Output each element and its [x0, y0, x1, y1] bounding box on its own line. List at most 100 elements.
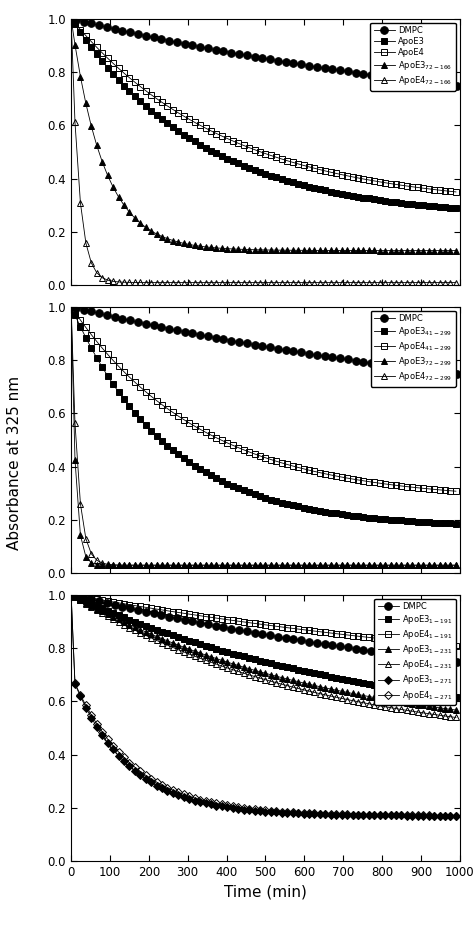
DMPC: [446, 80, 452, 91]
ApoE4: [197, 119, 203, 131]
DMPC: [345, 66, 351, 77]
ApoE4: [121, 68, 127, 79]
ApoE3$_{41-299}$: [311, 504, 317, 515]
ApoE4$_{1-271}$: [284, 807, 290, 818]
DMPC: [182, 38, 187, 49]
ApoE4: [311, 163, 317, 174]
ApoE4$_{1-271}$: [453, 810, 459, 821]
DMPC: [151, 31, 156, 43]
ApoE3$_{1-191}$: [68, 589, 74, 600]
ApoE3$_{1-271}$: [328, 809, 334, 820]
Line: ApoE3$_{72-166}$: ApoE3$_{72-166}$: [68, 16, 459, 254]
ApoE4$_{1-271}$: [328, 808, 334, 820]
ApoE3: [311, 182, 317, 194]
ApoE3$_{72-299}$: [197, 559, 203, 570]
ApoE3$_{1-271}$: [311, 808, 317, 820]
ApoE3$_{1-191}$: [197, 639, 203, 650]
Legend: DMPC, ApoE3$_{41-299}$, ApoE4$_{41-299}$, ApoE3$_{72-299}$, ApoE4$_{72-299}$: DMPC, ApoE3$_{41-299}$, ApoE4$_{41-299}$…: [371, 311, 456, 387]
DMPC: [68, 301, 74, 312]
DMPC: [190, 328, 195, 339]
ApoE4$_{72-166}$: [328, 277, 334, 288]
ApoE3$_{72-166}$: [121, 200, 127, 211]
ApoE4$_{72-299}$: [311, 559, 317, 570]
ApoE4$_{1-271}$: [121, 752, 127, 763]
ApoE3$_{1-271}$: [284, 807, 290, 819]
ApoE3: [197, 139, 203, 150]
ApoE3$_{72-166}$: [453, 245, 459, 257]
ApoE4$_{1-231}$: [328, 691, 334, 702]
ApoE3$_{41-299}$: [121, 394, 127, 405]
ApoE3: [121, 80, 127, 91]
ApoE4$_{1-271}$: [159, 780, 165, 791]
ApoE4$_{1-231}$: [284, 680, 290, 691]
ApoE3$_{1-191}$: [159, 626, 165, 637]
ApoE4: [284, 156, 290, 167]
ApoE3$_{1-231}$: [453, 705, 459, 716]
ApoE4$_{72-166}$: [159, 277, 165, 288]
ApoE3$_{72-299}$: [317, 559, 323, 570]
ApoE3$_{1-271}$: [121, 756, 127, 767]
ApoE4$_{72-166}$: [121, 277, 127, 288]
ApoE3: [159, 114, 165, 125]
ApoE4$_{41-299}$: [121, 366, 127, 377]
ApoE3$_{41-299}$: [453, 518, 459, 529]
ApoE4$_{72-299}$: [328, 559, 334, 570]
Line: DMPC: DMPC: [67, 591, 460, 666]
ApoE4$_{41-299}$: [159, 399, 165, 410]
ApoE3$_{41-299}$: [197, 464, 203, 475]
ApoE4$_{41-299}$: [284, 459, 290, 470]
ApoE4$_{41-299}$: [68, 301, 74, 312]
ApoE4: [68, 13, 74, 24]
Text: C: C: [434, 603, 446, 620]
ApoE3$_{72-166}$: [311, 244, 317, 256]
ApoE4$_{41-299}$: [328, 469, 334, 481]
DMPC: [68, 13, 74, 24]
DMPC: [322, 350, 328, 361]
ApoE3$_{72-299}$: [453, 559, 459, 570]
DMPC: [68, 589, 74, 600]
ApoE3$_{41-299}$: [284, 498, 290, 509]
ApoE3$_{1-271}$: [197, 796, 203, 807]
Text: B: B: [434, 315, 446, 332]
ApoE4$_{1-191}$: [453, 641, 459, 652]
ApoE3$_{72-166}$: [68, 13, 74, 24]
Line: ApoE3$_{1-231}$: ApoE3$_{1-231}$: [68, 592, 459, 713]
ApoE3$_{1-231}$: [121, 617, 127, 628]
ApoE3$_{1-231}$: [328, 683, 334, 694]
ApoE4$_{72-299}$: [333, 559, 339, 570]
ApoE4$_{1-231}$: [159, 637, 165, 648]
ApoE4$_{1-231}$: [453, 712, 459, 723]
DMPC: [454, 657, 459, 668]
ApoE3$_{72-166}$: [159, 231, 165, 242]
ApoE4$_{72-299}$: [197, 559, 203, 570]
ApoE4: [159, 97, 165, 108]
ApoE4$_{72-166}$: [197, 277, 203, 288]
ApoE4$_{41-299}$: [197, 424, 203, 435]
ApoE3$_{72-299}$: [159, 559, 165, 570]
DMPC: [322, 638, 328, 649]
ApoE3$_{72-299}$: [121, 559, 127, 570]
ApoE3$_{72-299}$: [333, 559, 339, 570]
DMPC: [182, 614, 187, 625]
ApoE3$_{72-166}$: [328, 244, 334, 256]
Text: Absorbance at 325 nm: Absorbance at 325 nm: [7, 376, 22, 550]
DMPC: [190, 40, 195, 51]
ApoE3: [453, 203, 459, 214]
ApoE4: [453, 186, 459, 197]
ApoE4$_{72-299}$: [284, 559, 290, 570]
ApoE3: [328, 186, 334, 197]
ApoE4$_{72-299}$: [453, 559, 459, 570]
ApoE3$_{72-166}$: [197, 241, 203, 252]
Legend: DMPC, ApoE3, ApoE4, ApoE3$_{72-166}$, ApoE4$_{72-166}$: DMPC, ApoE3, ApoE4, ApoE3$_{72-166}$, Ap…: [371, 22, 456, 91]
Line: DMPC: DMPC: [67, 15, 460, 90]
ApoE3$_{1-231}$: [68, 589, 74, 600]
ApoE4$_{72-299}$: [68, 301, 74, 312]
Line: ApoE4$_{1-191}$: ApoE4$_{1-191}$: [68, 592, 459, 649]
ApoE3$_{1-231}$: [284, 673, 290, 684]
Line: ApoE3: ApoE3: [68, 16, 459, 211]
Line: ApoE3$_{72-299}$: ApoE3$_{72-299}$: [68, 304, 459, 569]
ApoE3$_{41-299}$: [68, 301, 74, 312]
DMPC: [446, 656, 452, 667]
Line: ApoE3$_{1-191}$: ApoE3$_{1-191}$: [68, 592, 459, 700]
DMPC: [190, 616, 195, 627]
